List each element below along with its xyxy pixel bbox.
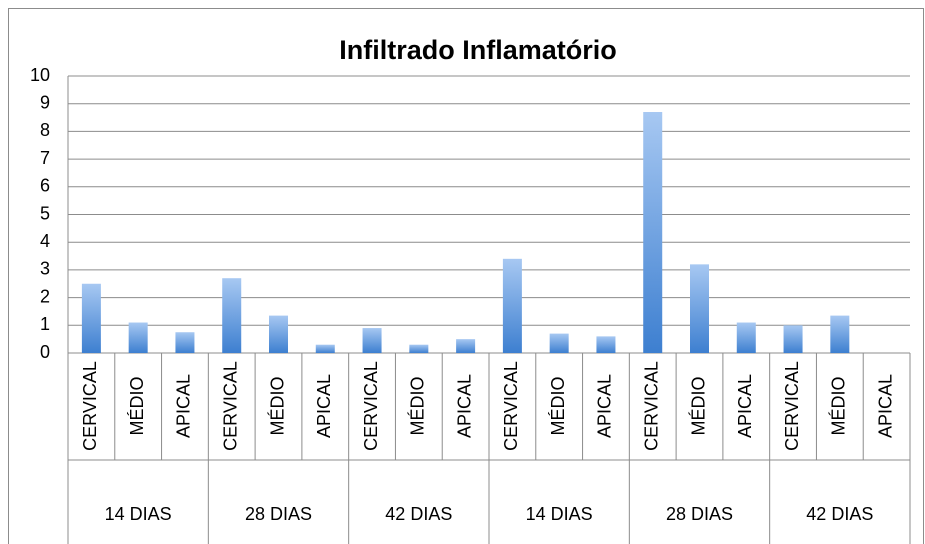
y-tick-label: 5 xyxy=(40,203,50,223)
x-tick-label: CERVICAL xyxy=(361,361,381,451)
x-tick-label: CERVICAL xyxy=(80,361,100,451)
bar xyxy=(81,283,101,353)
x-tick-label: MÉDIO xyxy=(548,376,568,435)
group-label: 14 DIAS xyxy=(105,504,172,524)
y-tick-label: 10 xyxy=(30,65,50,85)
y-tick-label: 1 xyxy=(40,314,50,334)
x-tick-label: MÉDIO xyxy=(267,376,287,435)
group-label: 42 DIAS xyxy=(806,504,873,524)
bar xyxy=(128,322,148,353)
x-tick-label: APICAL xyxy=(595,374,615,438)
x-tick-label: MÉDIO xyxy=(127,376,147,435)
x-tick-label: CERVICAL xyxy=(782,361,802,451)
y-tick-label: 8 xyxy=(40,120,50,140)
chart-frame xyxy=(8,8,924,544)
group-label: 28 DIAS xyxy=(666,504,733,524)
x-tick-label: CERVICAL xyxy=(501,361,521,451)
x-tick-label: APICAL xyxy=(875,374,895,438)
bar xyxy=(409,344,429,353)
x-tick-label: CERVICAL xyxy=(641,361,661,451)
bar xyxy=(643,112,663,353)
group-label: 14 DIAS xyxy=(526,504,593,524)
y-tick-label: 2 xyxy=(40,286,50,306)
y-tick-label: 0 xyxy=(40,342,50,362)
bar xyxy=(783,325,803,353)
bar xyxy=(269,315,288,353)
x-tick-label: APICAL xyxy=(174,374,194,438)
y-tick-label: 9 xyxy=(40,92,50,112)
y-tick-label: 7 xyxy=(40,148,50,168)
bar xyxy=(736,322,756,353)
group-label: 28 DIAS xyxy=(245,504,312,524)
x-tick-label: MÉDIO xyxy=(408,376,428,435)
y-tick-label: 3 xyxy=(40,259,50,279)
group-label: 42 DIAS xyxy=(385,504,452,524)
y-tick-label: 6 xyxy=(40,176,50,196)
bar xyxy=(315,344,335,353)
bar xyxy=(596,336,616,353)
bar xyxy=(502,258,522,353)
bar xyxy=(222,278,242,353)
bar xyxy=(690,264,709,353)
x-tick-label: MÉDIO xyxy=(688,376,708,435)
x-tick-label: CERVICAL xyxy=(220,361,240,451)
bar xyxy=(830,315,850,353)
bar xyxy=(456,339,476,353)
y-tick-label: 4 xyxy=(40,231,50,251)
x-tick-label: APICAL xyxy=(735,374,755,438)
bar xyxy=(175,332,195,353)
bar xyxy=(362,328,382,353)
bar xyxy=(549,333,569,353)
x-tick-label: APICAL xyxy=(314,374,334,438)
x-tick-label: MÉDIO xyxy=(829,376,849,435)
x-tick-label: APICAL xyxy=(454,374,474,438)
chart-title: Infiltrado Inflamatório xyxy=(339,35,617,65)
